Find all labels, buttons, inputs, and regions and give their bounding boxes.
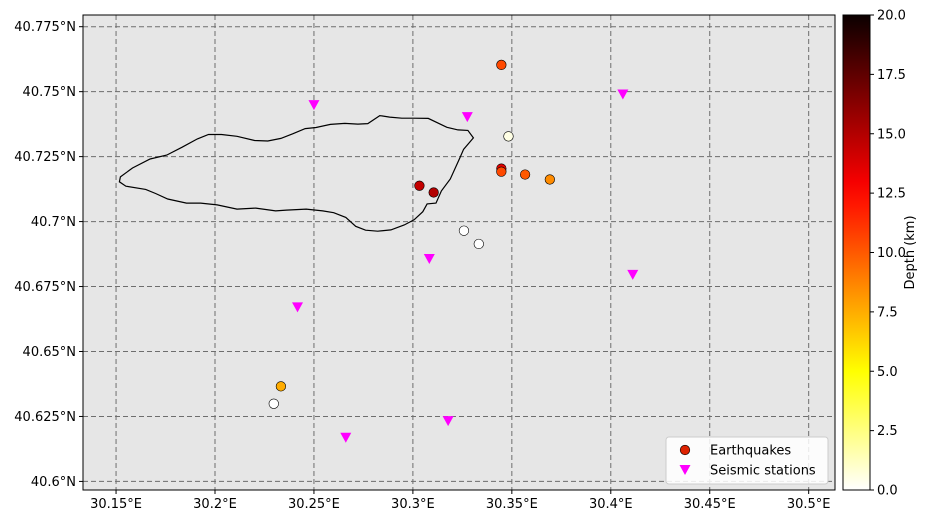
colorbar-tick-label: 10.0	[877, 246, 906, 261]
colorbar-tick-label: 2.5	[877, 424, 898, 439]
x-tick-label: 30.4°E	[589, 497, 633, 512]
station-marker	[340, 432, 352, 443]
plot-frame	[82, 14, 836, 491]
station-marker	[461, 112, 473, 123]
y-tick-label: 40.725°N	[14, 150, 76, 165]
colorbar-tick-label: 5.0	[877, 365, 898, 380]
earthquake-marker	[473, 238, 484, 250]
y-tick-label: 40.6°N	[31, 475, 76, 490]
legend-stations-label: Seismic stations	[710, 464, 816, 479]
station-marker	[292, 302, 304, 313]
legend-station-marker	[679, 465, 691, 475]
colorbar: 0.0 2.5 5.0 7.5 10.0 12.5 15.0 17.5 20.0 Depth (k…	[842, 9, 918, 499]
station-marker	[308, 100, 320, 111]
y-tick-label: 40.675°N	[14, 280, 76, 295]
earthquake-marker	[458, 225, 470, 236]
legend-earthquakes-label: Earthquakes	[710, 444, 791, 459]
lake-outline	[118, 114, 475, 232]
station-marker	[423, 253, 435, 264]
plot-background	[83, 15, 835, 490]
colorbar-tick-label: 17.5	[877, 68, 906, 83]
colorbar-tick-label: 20.0	[877, 9, 906, 24]
x-tick-label: 30.25°E	[288, 497, 340, 512]
x-tick-label: 30.35°E	[486, 497, 538, 512]
y-tick-label: 40.775°N	[14, 20, 76, 35]
colorbar-tick-label: 15.0	[877, 127, 906, 142]
earthquake-marker	[496, 166, 507, 177]
colorbar-tick-label: 7.5	[877, 305, 898, 320]
y-tick-label: 40.65°N	[23, 345, 76, 360]
x-tick-label: 30.15°E	[90, 497, 142, 512]
legend-box	[665, 436, 829, 485]
colorbar-tick-label: 12.5	[877, 187, 906, 202]
legend-earthquake-marker	[679, 444, 691, 456]
y-tick-label: 40.7°N	[31, 215, 76, 230]
colorbar-tick-label: 0.0	[877, 484, 898, 499]
x-tick-label: 30.45°E	[684, 497, 736, 512]
station-marker	[442, 416, 454, 427]
earthquake-marker	[519, 169, 531, 180]
x-tick-label: 30.5°E	[787, 497, 831, 512]
earthquake-marker	[428, 187, 439, 198]
colorbar-label: Depth (km)	[903, 215, 918, 289]
x-tick-label: 30.3°E	[391, 497, 435, 512]
earthquake-marker	[544, 174, 555, 185]
plot-area: 30.15°E 30.2°E 30.25°E 30.3°E 30.35°E 30.4°E 3…	[14, 14, 836, 512]
earthquake-marker	[268, 398, 279, 409]
x-tick-label: 30.2°E	[193, 497, 237, 512]
station-marker	[617, 89, 629, 100]
y-tick-label: 40.625°N	[14, 410, 76, 425]
earthquake-marker	[275, 381, 286, 392]
earthquake-marker	[414, 180, 425, 191]
y-tick-label: 40.75°N	[23, 85, 76, 100]
earthquake-marker	[503, 131, 514, 142]
legend: Earthquakes Seismic stations	[665, 436, 829, 485]
earthquake-marker	[496, 59, 507, 70]
colorbar-gradient	[842, 14, 871, 491]
station-marker	[627, 269, 639, 280]
